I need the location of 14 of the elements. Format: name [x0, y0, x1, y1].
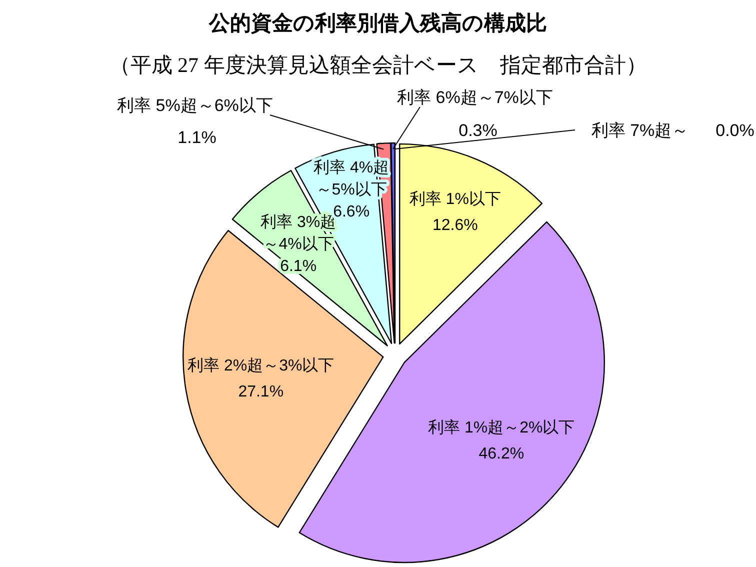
text: 0.0% [716, 121, 754, 140]
data-label: 1.1% [178, 128, 216, 147]
slice-label: 利率 1%以下 [409, 190, 501, 208]
chart-title: 公的資金の利率別借入残高の構成比 [208, 11, 547, 35]
slice-label: 利率 5%超～6%以下 [117, 96, 273, 115]
data-label: 27.1% [238, 384, 284, 401]
data-label: 12.6% [432, 217, 478, 234]
chart-subtitle: （平成 27 年度決算見込額全会計ベース 指定都市合計） [109, 53, 647, 77]
slice-label: 利率 6%超～7%以下 [397, 88, 553, 107]
data-label: 46.2% [478, 446, 524, 463]
slice-label: 利率 2%超～3%以下 [188, 356, 334, 375]
data-label: 0.3% [458, 121, 498, 140]
category-label: 利率 7%超～ [591, 121, 689, 140]
slice-label: 利率 1%超～2%以下 [428, 418, 575, 437]
